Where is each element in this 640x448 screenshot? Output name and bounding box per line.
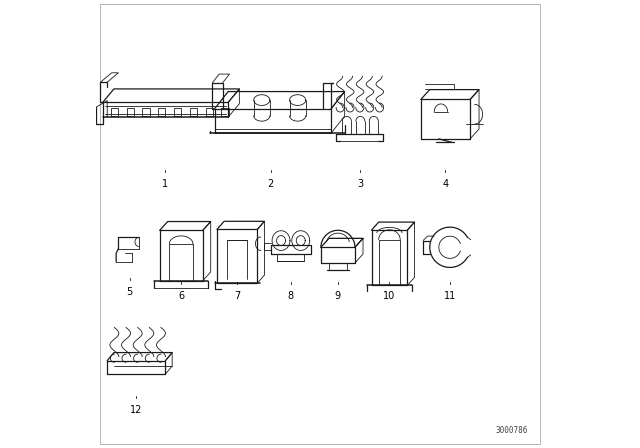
Text: 4: 4 xyxy=(442,179,449,189)
Text: 1: 1 xyxy=(163,179,168,189)
Text: 2: 2 xyxy=(268,179,274,189)
Text: 9: 9 xyxy=(335,291,341,301)
Text: 6: 6 xyxy=(178,291,184,301)
Text: 3000786: 3000786 xyxy=(496,426,529,435)
Text: 8: 8 xyxy=(288,291,294,301)
Text: 5: 5 xyxy=(127,287,132,297)
Text: 11: 11 xyxy=(444,291,456,301)
Text: 12: 12 xyxy=(130,405,143,415)
Text: 7: 7 xyxy=(234,291,240,301)
Text: 3: 3 xyxy=(357,179,364,189)
Text: 10: 10 xyxy=(383,291,396,301)
